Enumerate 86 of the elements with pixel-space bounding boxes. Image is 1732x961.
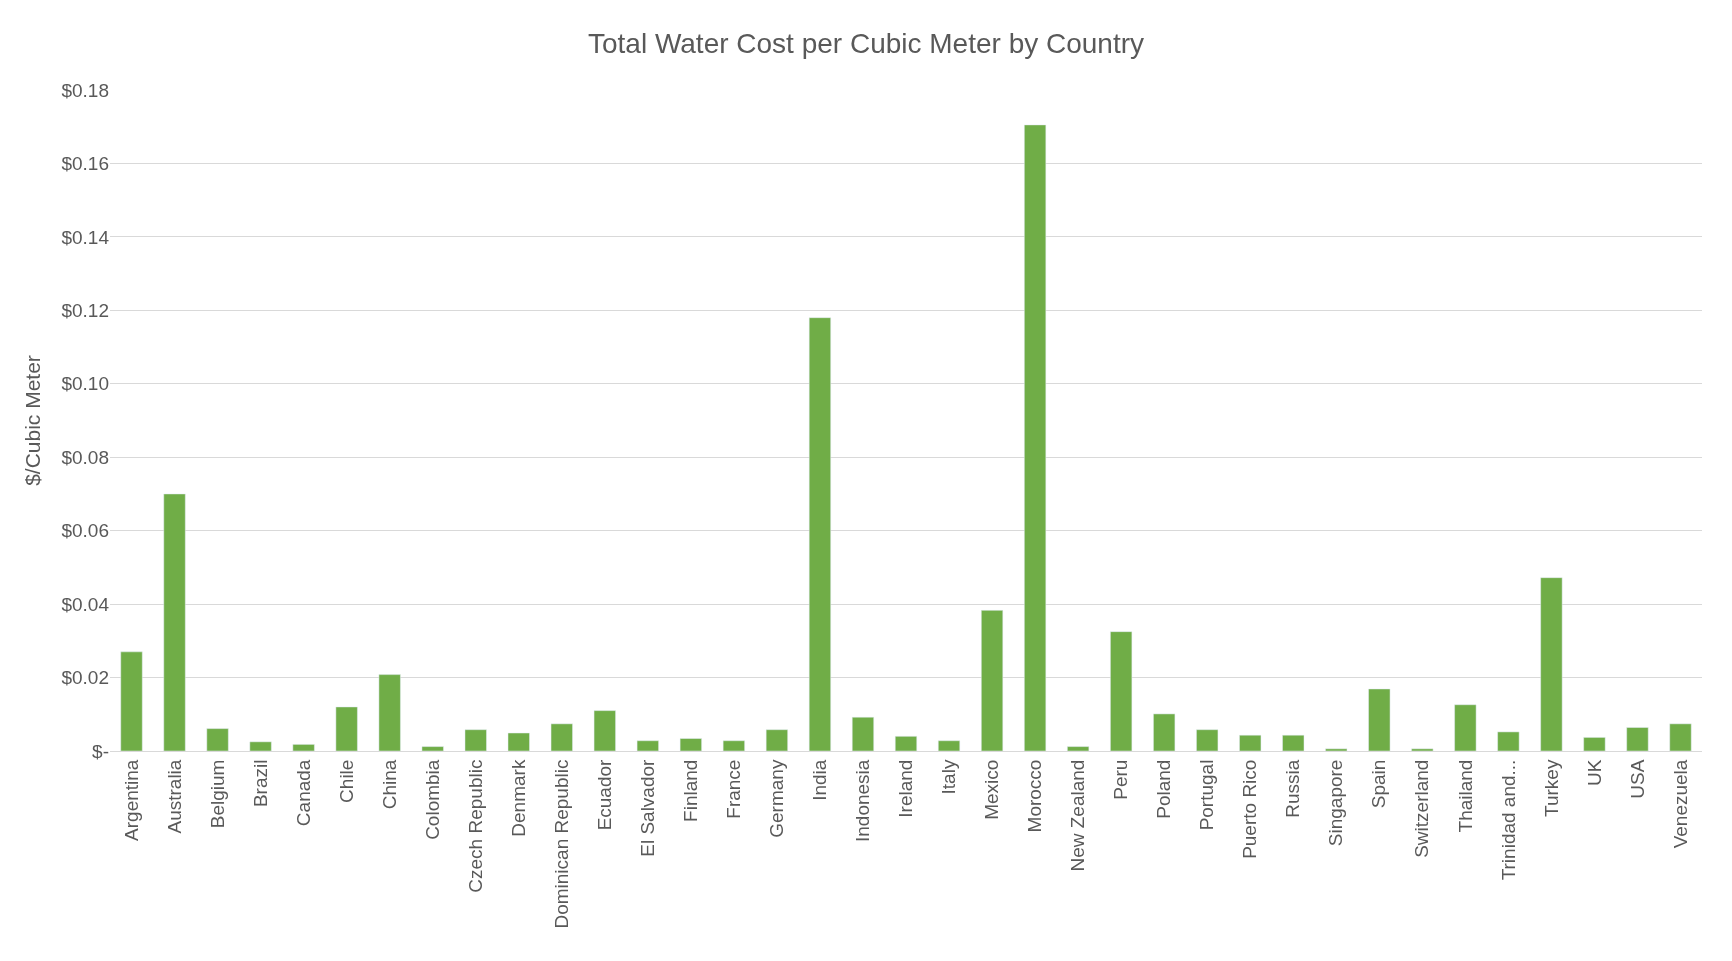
y-tick-label: $0.02: [61, 667, 109, 689]
bar: [120, 651, 143, 751]
x-tick-label: UK: [1583, 759, 1605, 787]
x-tick-label: Belgium: [206, 759, 228, 829]
x-tick-label: Germany: [766, 759, 788, 838]
bar: [1454, 704, 1477, 751]
bar: [1153, 713, 1176, 751]
bar: [1196, 729, 1219, 751]
y-tick-label: $0.16: [61, 153, 109, 175]
x-tick-label: Argentina: [120, 759, 142, 841]
y-tick-label: $0.06: [61, 520, 109, 542]
y-tick-label: $0.12: [61, 299, 109, 321]
x-tick-label: Ireland: [895, 759, 917, 818]
bar: [1325, 748, 1348, 751]
x-tick-label: Czech Republic: [464, 759, 486, 893]
x-tick-label: Venezuela: [1669, 759, 1691, 849]
x-tick-label: Peru: [1110, 759, 1132, 800]
bar: [550, 723, 573, 751]
bar: [636, 740, 659, 751]
bar: [938, 740, 961, 751]
bar: [593, 710, 616, 751]
bar: [851, 716, 874, 751]
x-tick-label: Switzerland: [1411, 759, 1433, 858]
bar: [378, 674, 401, 751]
bar: [249, 741, 272, 751]
x-tick-label: Trinidad and...: [1497, 759, 1519, 881]
bar: [765, 729, 788, 751]
bar: [206, 728, 229, 751]
y-tick-label: $0.14: [61, 226, 110, 248]
x-tick-label: Canada: [292, 759, 314, 827]
y-tick-label: $0.18: [61, 79, 109, 101]
x-tick-label: Mexico: [981, 759, 1003, 820]
x-tick-label: Singapore: [1325, 759, 1347, 847]
bar: [894, 736, 918, 751]
bar: [1239, 734, 1262, 751]
x-tick-label: Ecuador: [593, 758, 615, 831]
bar: [1024, 124, 1047, 751]
x-tick-label: Chile: [335, 759, 357, 803]
x-tick-label: Portugal: [1196, 759, 1218, 831]
x-tick-label: Finland: [680, 759, 702, 822]
x-tick-label: Spain: [1368, 759, 1390, 809]
x-tick-label: Morocco: [1024, 759, 1046, 833]
x-tick-label: China: [378, 759, 400, 810]
bar: [1669, 723, 1692, 751]
bar: [421, 746, 444, 751]
x-tick-label: France: [723, 759, 745, 819]
x-tick-label: USA: [1626, 759, 1648, 799]
bar: [292, 744, 315, 751]
bar: [1282, 734, 1305, 751]
bar: [1368, 688, 1391, 751]
x-tick-label: Denmark: [507, 759, 529, 837]
x-tick-label: India: [809, 759, 831, 801]
y-tick-label: $0.04: [61, 593, 110, 615]
bar: [722, 740, 745, 751]
bar: [507, 732, 530, 751]
x-tick-label: Thailand: [1454, 759, 1476, 833]
bar: [1110, 631, 1133, 751]
x-tick-label: Australia: [163, 759, 185, 834]
bar: [335, 706, 358, 751]
x-tick-label: Brazil: [249, 759, 271, 808]
bar: [1067, 746, 1090, 751]
bar: [1497, 731, 1520, 751]
bar: [808, 317, 831, 751]
x-tick-label: Puerto Rico: [1239, 759, 1261, 859]
x-tick-label: Dominican Republic: [550, 759, 572, 929]
x-tick-label: Indonesia: [852, 759, 874, 843]
y-axis-title: $/Cubic Meter: [20, 355, 44, 486]
y-tick-label: $0.08: [61, 446, 109, 468]
x-tick-label: Poland: [1153, 759, 1175, 819]
bar: [1626, 727, 1649, 751]
bar: [464, 729, 487, 751]
x-tick-label: Italy: [938, 759, 960, 795]
y-tick-label: $0.10: [61, 373, 109, 395]
bar: [1540, 577, 1563, 751]
x-tick-label: El Salvador: [637, 758, 659, 857]
bar: [1411, 748, 1434, 751]
x-tick-label: Russia: [1282, 759, 1304, 818]
bar: [163, 493, 186, 751]
chart-title: Total Water Cost per Cubic Meter by Country: [587, 28, 1145, 60]
x-tick-label: Colombia: [421, 759, 443, 840]
y-tick-label: $-: [92, 740, 109, 762]
x-tick-label: New Zealand: [1067, 759, 1089, 872]
bar: [1583, 737, 1606, 751]
x-tick-label: Turkey: [1540, 759, 1562, 817]
bar: [679, 738, 702, 751]
bar: [981, 610, 1004, 751]
